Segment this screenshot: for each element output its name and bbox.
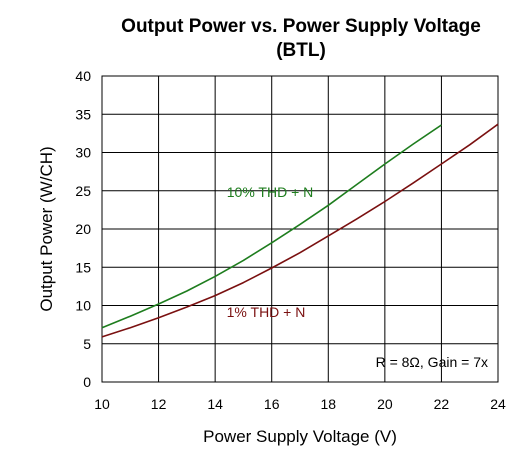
y-tick-label: 20 (75, 221, 91, 237)
chart-subtitle: (BTL) (276, 40, 326, 61)
series-label-10pct: 10% THD + N (227, 184, 314, 200)
y-tick-label: 0 (83, 374, 91, 390)
x-axis-label: Power Supply Voltage (V) (203, 427, 397, 446)
series-line-0 (101, 124, 442, 329)
y-tick-label: 10 (75, 298, 91, 314)
x-tick-label: 22 (434, 396, 450, 412)
x-tick-label: 16 (264, 396, 280, 412)
y-tick-label: 35 (75, 106, 91, 122)
x-tick-label: 10 (94, 396, 110, 412)
x-tick-label: 24 (490, 396, 506, 412)
series (101, 123, 499, 338)
conditions-annotation: R = 8Ω, Gain = 7x (376, 354, 488, 370)
y-axis-label: Output Power (W/CH) (37, 146, 56, 311)
x-tick-label: 14 (207, 396, 223, 412)
grid (101, 75, 499, 383)
y-tick-label: 15 (75, 259, 91, 275)
chart-title: Output Power vs. Power Supply Voltage (121, 16, 481, 37)
y-tick-label: 5 (83, 336, 91, 352)
y-tick-label: 40 (75, 68, 91, 84)
x-tick-label: 12 (151, 396, 167, 412)
series-label-1pct: 1% THD + N (227, 304, 306, 320)
tick-labels: 10 12 14 16 18 20 22 24 0 5 10 15 20 25 30 35 40 (75, 68, 506, 412)
series-line-1 (101, 123, 499, 338)
x-tick-label: 20 (377, 396, 393, 412)
y-tick-label: 30 (75, 145, 91, 161)
y-tick-label: 25 (75, 183, 91, 199)
plot-frame (101, 75, 499, 383)
x-tick-label: 18 (320, 396, 336, 412)
